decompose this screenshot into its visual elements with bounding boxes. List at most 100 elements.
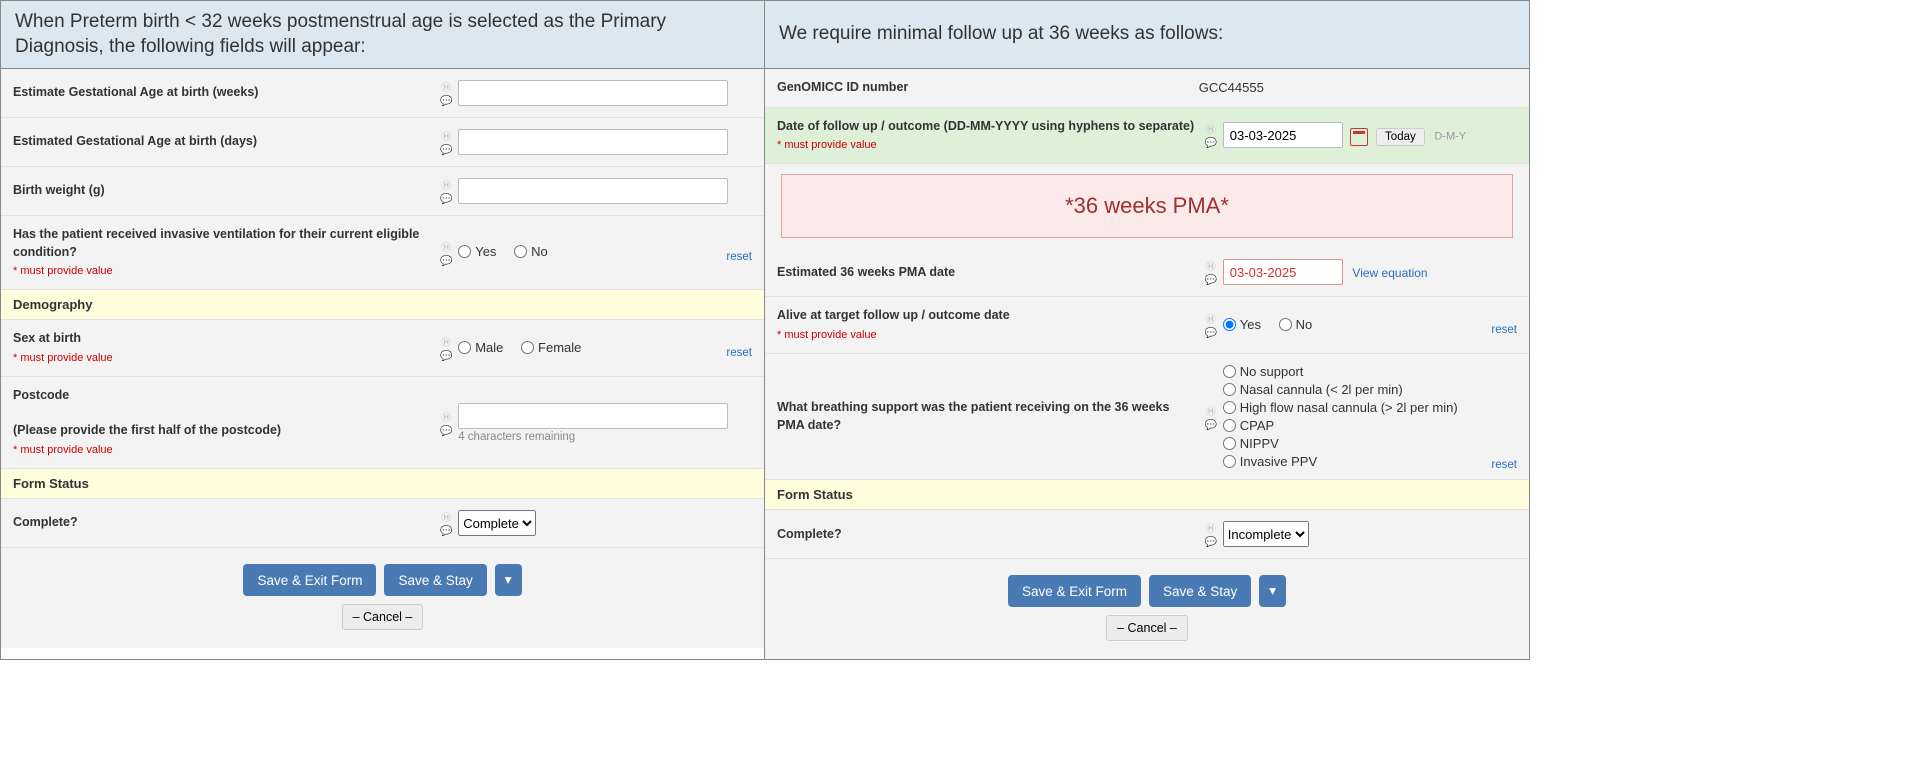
radio-sex-male[interactable]: Male <box>458 340 503 355</box>
radio-sex-female[interactable]: Female <box>521 340 581 355</box>
radio-vent-no[interactable]: No <box>514 244 548 259</box>
history-icon[interactable]: Ⓗ <box>441 239 451 254</box>
field-icons: Ⓗ💬 <box>1199 311 1223 339</box>
field-icons: Ⓗ💬 <box>434 177 458 205</box>
radio-bs-3[interactable]: CPAP <box>1223 418 1503 433</box>
label-followup-date: Date of follow up / outcome (DD-MM-YYYY … <box>777 118 1199 154</box>
input-gest-age-days[interactable] <box>458 129 728 155</box>
must-provide: * must provide value <box>13 443 434 458</box>
comment-icon[interactable]: 💬 <box>440 194 452 205</box>
history-icon[interactable]: Ⓗ <box>441 409 451 424</box>
comment-icon[interactable]: 💬 <box>1205 537 1217 548</box>
comment-icon[interactable]: 💬 <box>1205 420 1217 431</box>
field-icons: Ⓗ💬 <box>434 239 458 267</box>
must-provide: * must provide value <box>13 264 434 279</box>
field-icons: Ⓗ💬 <box>1199 121 1223 149</box>
label-gest-age-weeks: Estimate Gestational Age at birth (weeks… <box>13 84 434 102</box>
row-alive: Alive at target follow up / outcome date… <box>765 297 1529 354</box>
label-postcode-hint: (Please provide the first half of the po… <box>13 423 281 437</box>
save-dropdown-button[interactable]: ▾ <box>495 564 522 596</box>
radio-bs-5[interactable]: Invasive PPV <box>1223 454 1503 469</box>
input-gest-age-weeks[interactable] <box>458 80 728 106</box>
select-complete-right[interactable]: Incomplete <box>1223 521 1309 547</box>
cancel-row: – Cancel – <box>765 615 1529 659</box>
input-birth-weight[interactable] <box>458 178 728 204</box>
radio-vent-yes[interactable]: Yes <box>458 244 496 259</box>
field-icons: Ⓗ💬 <box>434 79 458 107</box>
label-sex: Sex at birth * must provide value <box>13 330 434 366</box>
field-icons: Ⓗ💬 <box>434 509 458 537</box>
comment-icon[interactable]: 💬 <box>440 96 452 107</box>
comment-icon[interactable]: 💬 <box>440 145 452 156</box>
history-icon[interactable]: Ⓗ <box>1206 121 1216 136</box>
row-complete: Complete? Ⓗ💬 Complete <box>1 499 764 548</box>
history-icon[interactable]: Ⓗ <box>441 334 451 349</box>
reset-link[interactable]: reset <box>726 347 752 359</box>
radio-bs-0[interactable]: No support <box>1223 364 1503 379</box>
radio-bs-2[interactable]: High flow nasal cannula (> 2l per min) <box>1223 400 1503 415</box>
reset-link[interactable]: reset <box>726 251 752 263</box>
label-breathing-support: What breathing support was the patient r… <box>777 399 1199 434</box>
reset-link[interactable]: reset <box>1491 459 1517 471</box>
radio-bs-1[interactable]: Nasal cannula (< 2l per min) <box>1223 382 1503 397</box>
field-icons: Ⓗ💬 <box>434 409 458 437</box>
must-provide: * must provide value <box>13 351 434 366</box>
must-provide: * must provide value <box>777 328 1199 343</box>
save-dropdown-button[interactable]: ▾ <box>1259 575 1286 607</box>
label-birth-weight: Birth weight (g) <box>13 182 434 200</box>
label-est-pma-date: Estimated 36 weeks PMA date <box>777 264 1199 282</box>
save-stay-button[interactable]: Save & Stay <box>384 564 486 596</box>
cancel-button[interactable]: – Cancel – <box>342 604 424 630</box>
history-icon[interactable]: Ⓗ <box>1206 520 1216 535</box>
breathing-support-options: No support Nasal cannula (< 2l per min) … <box>1223 364 1517 469</box>
view-equation-link[interactable]: View equation <box>1352 266 1427 280</box>
label-sex-text: Sex at birth <box>13 331 81 345</box>
value-genomicc-id: GCC44555 <box>1199 80 1517 95</box>
comment-icon[interactable]: 💬 <box>1205 138 1217 149</box>
radio-alive-yes[interactable]: Yes <box>1223 317 1261 332</box>
history-icon[interactable]: Ⓗ <box>441 128 451 143</box>
button-row: Save & Exit Form Save & Stay ▾ <box>765 559 1529 615</box>
row-sex: Sex at birth * must provide value Ⓗ💬 Mal… <box>1 320 764 377</box>
field-icons: Ⓗ💬 <box>434 128 458 156</box>
history-icon[interactable]: Ⓗ <box>1206 311 1216 326</box>
select-complete-left[interactable]: Complete <box>458 510 536 536</box>
input-postcode[interactable] <box>458 403 728 429</box>
label-invasive-vent: Has the patient received invasive ventil… <box>13 226 434 279</box>
row-breathing-support: What breathing support was the patient r… <box>765 354 1529 480</box>
label-genomicc-id: GenOMICC ID number <box>777 79 1199 97</box>
label-invasive-vent-text: Has the patient received invasive ventil… <box>13 227 419 259</box>
right-banner: We require minimal follow up at 36 weeks… <box>765 1 1529 69</box>
label-complete: Complete? <box>13 514 434 532</box>
left-panel: When Preterm birth < 32 weeks postmenstr… <box>1 1 765 659</box>
label-postcode: Postcode (Please provide the first half … <box>13 387 434 458</box>
history-icon[interactable]: Ⓗ <box>441 177 451 192</box>
left-banner: When Preterm birth < 32 weeks postmenstr… <box>1 1 764 69</box>
reset-link[interactable]: reset <box>1491 324 1517 336</box>
history-icon[interactable]: Ⓗ <box>441 509 451 524</box>
comment-icon[interactable]: 💬 <box>1205 275 1217 286</box>
history-icon[interactable]: Ⓗ <box>1206 258 1216 273</box>
comment-icon[interactable]: 💬 <box>440 426 452 437</box>
left-form: Estimate Gestational Age at birth (weeks… <box>1 69 764 648</box>
today-button[interactable]: Today <box>1376 128 1425 146</box>
button-row: Save & Exit Form Save & Stay ▾ <box>1 548 764 604</box>
label-postcode-text: Postcode <box>13 388 69 402</box>
label-gest-age-days: Estimated Gestational Age at birth (days… <box>13 133 434 151</box>
label-followup-date-text: Date of follow up / outcome (DD-MM-YYYY … <box>777 119 1194 133</box>
calendar-icon[interactable] <box>1350 128 1368 146</box>
comment-icon[interactable]: 💬 <box>440 351 452 362</box>
history-icon[interactable]: Ⓗ <box>1206 403 1216 418</box>
input-followup-date[interactable] <box>1223 122 1343 148</box>
field-icons: Ⓗ💬 <box>434 334 458 362</box>
history-icon[interactable]: Ⓗ <box>441 79 451 94</box>
cancel-button[interactable]: – Cancel – <box>1106 615 1188 641</box>
save-stay-button[interactable]: Save & Stay <box>1149 575 1251 607</box>
comment-icon[interactable]: 💬 <box>1205 328 1217 339</box>
radio-bs-4[interactable]: NIPPV <box>1223 436 1503 451</box>
radio-alive-no[interactable]: No <box>1279 317 1313 332</box>
comment-icon[interactable]: 💬 <box>440 256 452 267</box>
save-exit-button[interactable]: Save & Exit Form <box>1008 575 1141 607</box>
comment-icon[interactable]: 💬 <box>440 526 452 537</box>
save-exit-button[interactable]: Save & Exit Form <box>243 564 376 596</box>
